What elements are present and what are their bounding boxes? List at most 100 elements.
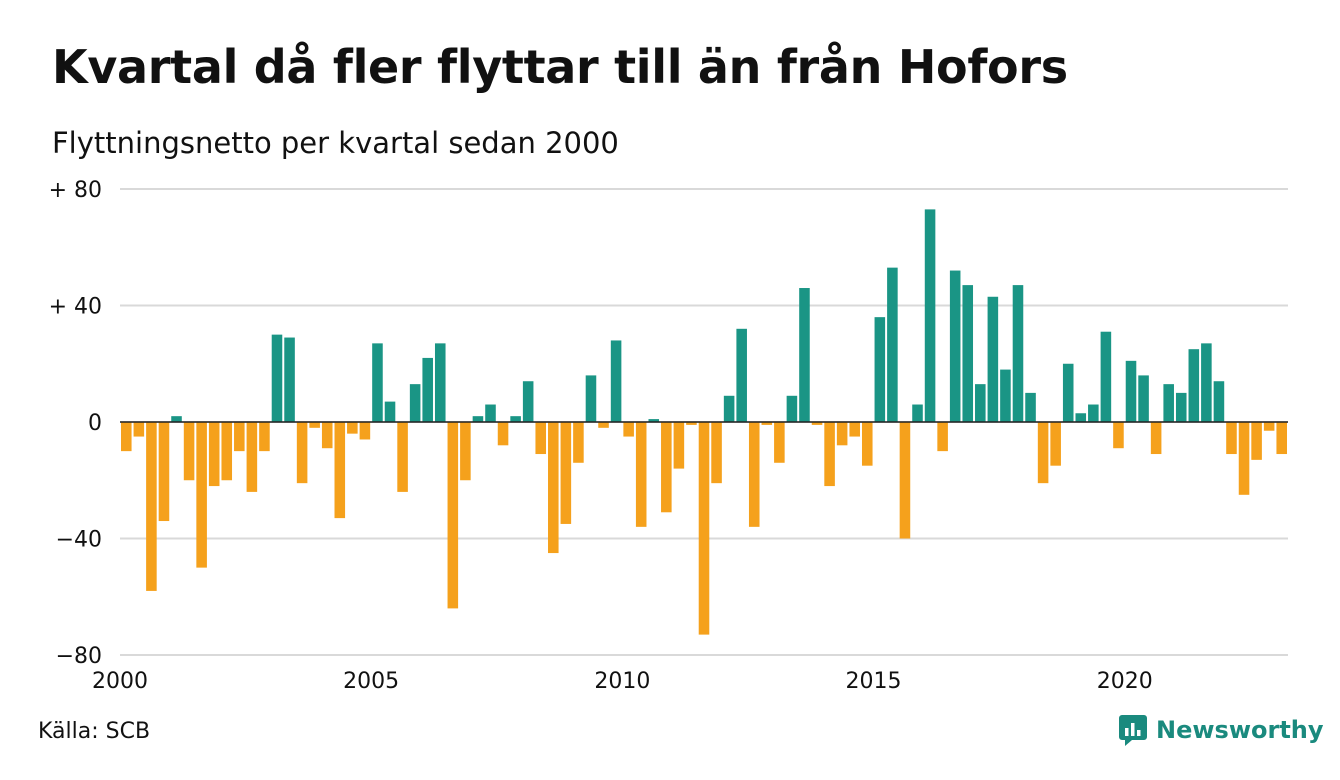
bar <box>1263 422 1275 431</box>
bar <box>133 422 145 437</box>
y-tick-label: + 80 <box>49 178 102 203</box>
bar <box>836 422 848 446</box>
bar <box>1100 331 1112 422</box>
bar <box>1150 422 1162 455</box>
bar <box>899 422 911 539</box>
bar <box>271 334 283 423</box>
bar <box>1175 392 1187 423</box>
bar <box>723 395 735 422</box>
x-tick-label: 2000 <box>92 669 148 694</box>
bar <box>598 422 609 428</box>
x-tick-label: 2020 <box>1097 669 1153 694</box>
bar <box>786 395 798 422</box>
bar <box>949 270 961 422</box>
bar <box>1050 422 1061 466</box>
bar <box>359 422 371 440</box>
bar <box>824 422 835 487</box>
bar <box>648 419 660 422</box>
bar <box>924 209 936 422</box>
bar <box>284 337 295 422</box>
bar <box>535 422 547 455</box>
bar <box>962 285 974 422</box>
bar <box>1000 369 1011 422</box>
bar <box>1201 343 1212 422</box>
bar <box>259 422 270 452</box>
bar <box>799 288 810 422</box>
bar <box>183 422 195 481</box>
bar <box>861 422 873 466</box>
y-tick-label: + 40 <box>49 295 102 320</box>
bar <box>1251 422 1262 460</box>
bar <box>560 422 572 524</box>
bar <box>434 343 446 422</box>
newsworthy-logo-icon <box>1119 715 1147 746</box>
bar <box>510 416 521 422</box>
bar <box>196 422 207 568</box>
bar <box>874 317 886 422</box>
bar <box>158 422 170 522</box>
bar <box>208 422 220 487</box>
bar <box>748 422 760 527</box>
bars <box>121 209 1287 635</box>
bar <box>296 422 308 484</box>
y-tick-label: 0 <box>88 411 102 436</box>
chart-title: Kvartal då fler flyttar till än från Hof… <box>52 40 1068 94</box>
y-tick-label: −40 <box>56 528 102 553</box>
bar <box>987 296 999 422</box>
bar <box>447 422 459 609</box>
bar <box>937 422 948 452</box>
bar <box>811 422 823 425</box>
bar <box>522 381 534 422</box>
bar <box>485 404 496 422</box>
bar <box>1125 360 1137 422</box>
bar <box>548 422 559 554</box>
bar <box>1025 392 1036 423</box>
brand-logo: Newsworthy <box>1118 712 1324 748</box>
bar <box>409 384 421 422</box>
bar <box>912 404 923 422</box>
source-note: Källa: SCB <box>38 719 151 744</box>
bar <box>347 422 358 434</box>
bar <box>171 416 182 422</box>
bar <box>761 422 773 425</box>
bar <box>1188 349 1200 422</box>
bar <box>1113 422 1124 449</box>
bar <box>246 422 258 492</box>
bar <box>309 422 320 428</box>
bar <box>334 422 346 519</box>
bar <box>422 357 433 422</box>
bar <box>1163 384 1174 422</box>
bar <box>698 422 710 635</box>
bar <box>460 422 471 481</box>
bar <box>975 384 986 422</box>
bar <box>384 401 396 422</box>
bar <box>234 422 245 452</box>
chart-subtitle: Flyttningsnetto per kvartal sedan 2000 <box>52 126 619 160</box>
bar <box>736 328 747 422</box>
bar <box>321 422 333 449</box>
bar <box>610 340 622 422</box>
bar <box>1213 381 1225 422</box>
bar <box>1226 422 1237 455</box>
bar <box>497 422 509 446</box>
bar <box>1062 363 1074 422</box>
bar <box>673 422 685 469</box>
brand-name: Newsworthy <box>1156 716 1324 744</box>
x-tick-label: 2005 <box>343 669 399 694</box>
bar <box>221 422 233 481</box>
bar <box>623 422 634 437</box>
bar <box>1088 404 1099 422</box>
x-tick-label: 2015 <box>846 669 902 694</box>
bar <box>573 422 584 463</box>
bar <box>397 422 408 492</box>
bar <box>1037 422 1049 484</box>
bar <box>146 422 157 591</box>
bar <box>1138 375 1149 422</box>
bar <box>1012 285 1024 422</box>
bar <box>661 422 672 513</box>
bar <box>635 422 647 527</box>
bar <box>1075 413 1087 422</box>
bar <box>1276 422 1287 455</box>
